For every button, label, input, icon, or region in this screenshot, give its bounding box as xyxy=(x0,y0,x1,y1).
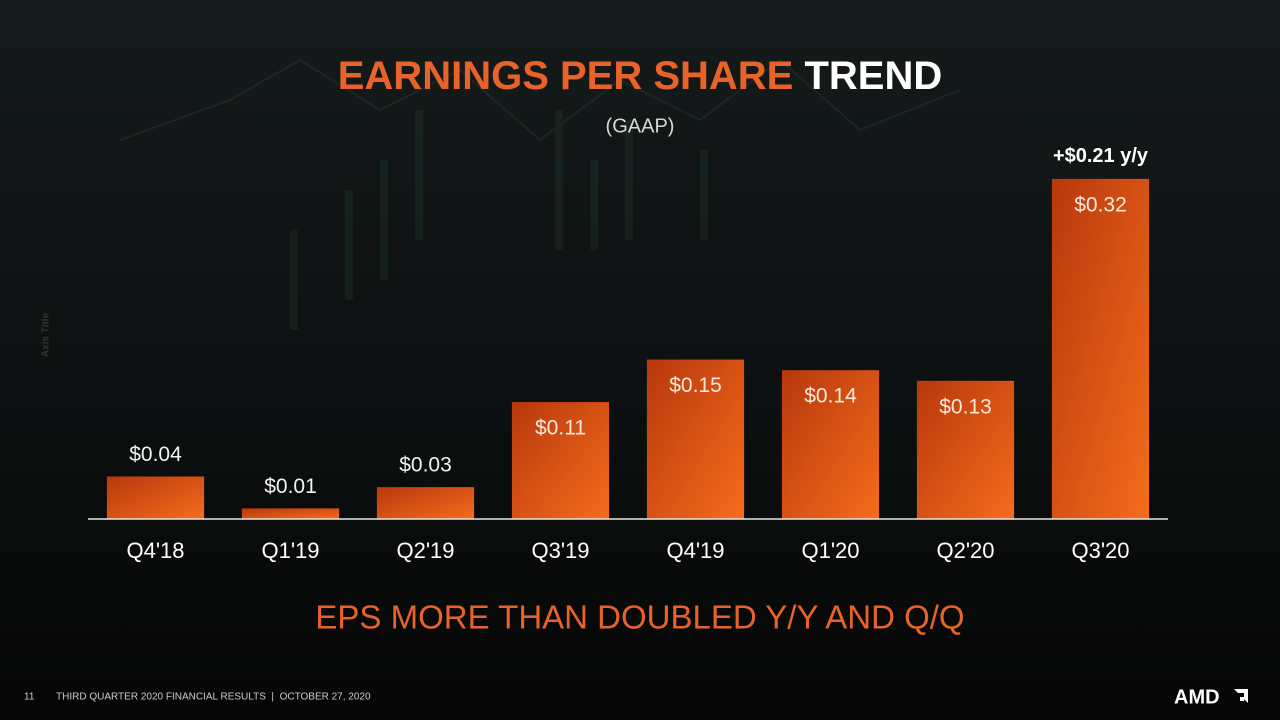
value-label: $0.04 xyxy=(129,443,182,466)
value-label: $0.14 xyxy=(804,385,857,408)
logo: AMD xyxy=(1174,686,1220,708)
logo-arrow xyxy=(1234,689,1248,703)
chart-title: EARNINGS PER SHARE TREND xyxy=(338,54,943,98)
value-label: $0.03 xyxy=(399,454,452,477)
x-tick-label: Q3'19 xyxy=(531,538,589,563)
chart-subtitle: (GAAP) xyxy=(606,115,675,137)
bar xyxy=(106,476,205,519)
x-tick-label: Q1'19 xyxy=(261,538,319,563)
x-tick-label: Q2'20 xyxy=(936,538,994,563)
title-highlight: TREND xyxy=(804,54,942,98)
x-tick-label: Q3'20 xyxy=(1071,538,1129,563)
value-label: $0.13 xyxy=(939,395,992,418)
value-label: $0.11 xyxy=(535,417,586,440)
x-tick-label: Q2'19 xyxy=(396,538,454,563)
y-axis-title: Axis Title xyxy=(41,312,52,357)
bar xyxy=(781,370,880,519)
takeaway: EPS MORE THAN DOUBLED Y/Y AND Q/Q xyxy=(315,599,964,636)
bar xyxy=(916,380,1015,519)
footer-text: THIRD QUARTER 2020 FINANCIAL RESULTS | O… xyxy=(56,692,371,703)
value-label: $0.01 xyxy=(264,475,317,498)
bar xyxy=(511,402,610,519)
value-label: $0.15 xyxy=(669,374,722,397)
page-number: 11 xyxy=(24,692,35,703)
bar xyxy=(1051,178,1150,519)
bar xyxy=(241,508,340,519)
x-tick-label: Q1'20 xyxy=(801,538,859,563)
bar xyxy=(646,359,745,519)
x-tick-label: Q4'19 xyxy=(666,538,724,563)
bar xyxy=(376,487,475,519)
plot-area: $0.04 Q4'18 $0.01 Q1'19 $0.03 Q2'19 $0.11 Q3'19… xyxy=(88,145,1168,563)
background-decoration xyxy=(119,58,961,330)
value-label: $0.32 xyxy=(1074,193,1127,216)
title-main: EARNINGS PER SHARE xyxy=(338,54,794,98)
annotation: +$0.21 y/y xyxy=(1053,145,1149,167)
x-tick-label: Q4'18 xyxy=(126,538,184,563)
